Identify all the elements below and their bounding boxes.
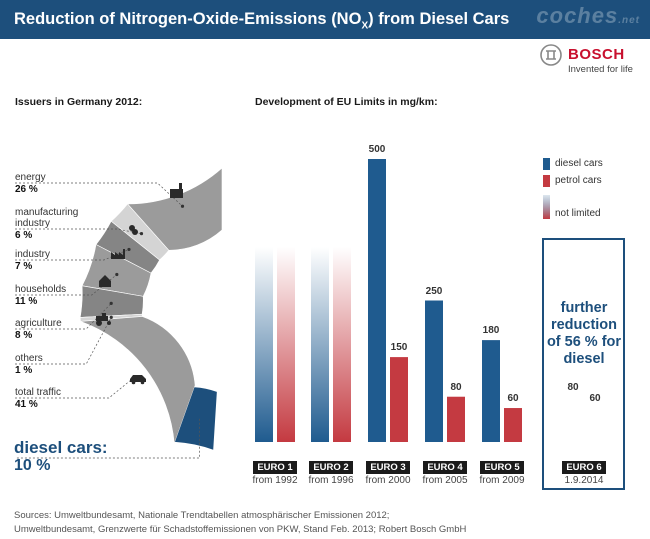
leader-line <box>15 418 200 459</box>
watermark: coches.net <box>536 3 640 28</box>
issuer-percent: 1 % <box>15 365 33 376</box>
donut-segment-energy <box>126 167 223 251</box>
bar-euro-4-petrol <box>447 396 465 442</box>
leader-line <box>15 377 135 399</box>
legend-petrol: petrol cars <box>555 175 602 186</box>
bar-euro-2-diesel-unlimited <box>311 247 329 442</box>
issuer-label: others 1 % <box>15 353 43 376</box>
car-icon <box>130 375 146 385</box>
sources-note: Sources: Umweltbundesamt, Nationale Tren… <box>14 509 466 537</box>
diesel-share-value: 10 % <box>14 457 51 474</box>
bar-value-label: 80 <box>567 381 579 393</box>
issuer-label: agriculture 8 % <box>15 318 62 341</box>
leader-dot <box>109 315 113 319</box>
bosch-logo-icon <box>540 44 562 66</box>
bar-euro-3-petrol <box>390 357 408 442</box>
issuer-name: energy <box>15 172 46 183</box>
bar-euro-4-diesel <box>425 300 443 442</box>
euro-norm-tag: EURO 1 <box>253 461 297 474</box>
gears-icon <box>129 225 138 235</box>
bar-euro-5-petrol <box>504 408 522 442</box>
euro-norm-date: from 1996 <box>308 475 354 486</box>
bar-euro-1-diesel-unlimited <box>255 247 273 442</box>
euro-norm-tag: EURO 4 <box>423 461 467 474</box>
issuer-label: industry 7 % <box>15 249 50 272</box>
euro-norm-date: from 2000 <box>365 475 411 486</box>
brand-tagline: Invented for life <box>568 64 633 75</box>
bar-value-label: 250 <box>425 285 443 297</box>
legend-not-limited: not limited <box>555 208 601 219</box>
legend-diesel: diesel cars <box>555 158 603 169</box>
bar-euro-5-diesel <box>482 340 500 442</box>
bar-euro-1-petrol-unlimited <box>277 247 295 442</box>
leader-dot <box>109 301 113 306</box>
legend-swatch-petrol <box>543 175 550 187</box>
issuer-name: industry <box>15 249 51 260</box>
euro-norm-tag: EURO 2 <box>309 461 353 474</box>
issuer-name: total traffic <box>15 387 61 398</box>
factory-chimney-icon <box>170 183 183 198</box>
donut-segment-manufacturing-industry <box>110 203 170 261</box>
issuer-percent: 7 % <box>15 261 33 272</box>
legend-swatch-not-limited <box>543 195 550 219</box>
issuer-percent: 26 % <box>15 184 38 195</box>
leader-line <box>15 228 142 234</box>
bar-euro-2-petrol-unlimited <box>333 247 351 442</box>
leader-line <box>15 182 183 207</box>
sources-line: Sources: Umweltbundesamt, Nationale Tren… <box>14 510 390 521</box>
leader-dot <box>127 247 131 252</box>
donut-segment-industry <box>95 220 160 274</box>
leader-line <box>15 274 118 296</box>
reduction-annotation: further reduction of 56 % for diesel <box>546 300 622 367</box>
bar-euro-3-diesel <box>368 159 386 442</box>
euro-norm-date: from 1992 <box>252 475 298 486</box>
issuer-percent: 41 % <box>15 399 38 410</box>
euro6-highlight-box <box>542 238 625 490</box>
issuer-label: total traffic 41 % <box>15 387 61 410</box>
euro-norm-tag: EURO 5 <box>480 461 524 474</box>
donut-segment-total-traffic <box>80 316 196 444</box>
issuer-percent: 8 % <box>15 330 33 341</box>
leader-line <box>15 249 130 261</box>
euro-norm-tag: EURO 6 <box>562 461 606 474</box>
issuers-heading: Issuers in Germany 2012: <box>15 96 143 108</box>
page-title: Reduction of Nitrogen-Oxide-Emissions (N… <box>14 10 510 32</box>
title-bar: Reduction of Nitrogen-Oxide-Emissions (N… <box>0 0 650 39</box>
leader-dot <box>139 232 144 236</box>
bar-value-label: 60 <box>507 393 519 405</box>
issuer-name: others <box>15 353 43 364</box>
issuer-percent: 6 % <box>15 230 33 241</box>
leader-dot <box>115 272 119 277</box>
leader-dot <box>180 204 185 208</box>
issuer-label: energy 26 % <box>15 172 46 195</box>
donut-segment-diesel-cars <box>174 387 217 450</box>
bar-value-label: 180 <box>482 325 500 337</box>
tractor-icon <box>96 313 111 326</box>
diesel-share-label: diesel cars: <box>14 438 108 457</box>
factory-icon <box>111 249 125 259</box>
euro-norm-date: from 2005 <box>422 475 468 486</box>
issuer-name: households <box>15 284 67 295</box>
bar-value-label: 150 <box>390 342 408 354</box>
brand-name: BOSCH <box>568 46 625 63</box>
issuer-label: households 11 % <box>15 284 66 307</box>
eu-limits-heading: Development of EU Limits in mg/km: <box>255 96 438 108</box>
legend-swatch-diesel <box>543 158 550 170</box>
issuer-name: manufacturing industry <box>15 207 79 229</box>
issuer-label: manufacturing industry 6 % <box>15 207 85 241</box>
sources-line: Umweltbundesamt, Grenzwerte für Schadsto… <box>14 524 467 535</box>
house-icon <box>99 275 111 287</box>
bar-value-label: 500 <box>368 144 386 155</box>
euro-norm-tag: EURO 3 <box>366 461 410 474</box>
euro-norm-date: 1.9.2014 <box>564 475 604 486</box>
issuer-name: agriculture <box>15 318 62 329</box>
bar-value-label: 60 <box>589 393 601 405</box>
issuer-percent: 11 % <box>15 296 38 307</box>
bar-value-label: 80 <box>450 381 462 393</box>
euro-norm-date: from 2009 <box>479 475 525 486</box>
donut-segment-agriculture <box>79 285 144 318</box>
